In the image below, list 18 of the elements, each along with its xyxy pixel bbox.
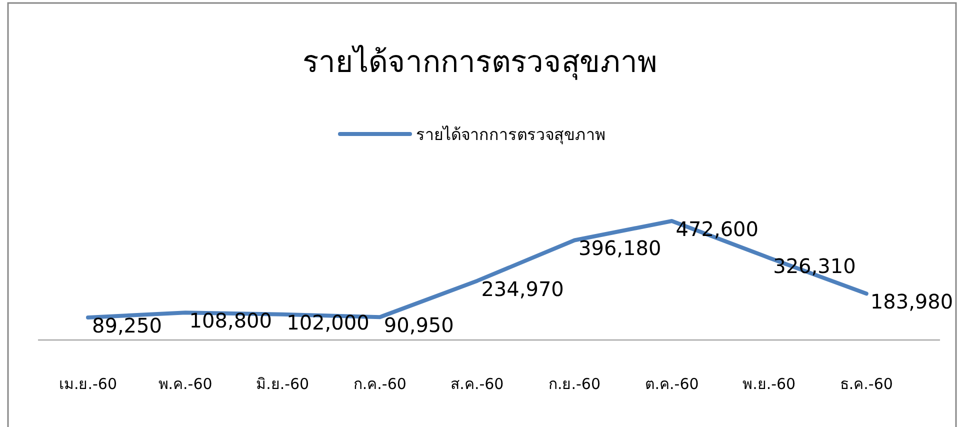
x-tick-label: เม.ย.-60: [58, 375, 118, 393]
x-tick-label: ก.ย.-60: [548, 375, 601, 393]
x-tick-label: ธ.ค.-60: [840, 375, 893, 393]
data-label: 102,000: [286, 310, 370, 334]
x-tick-label: มิ.ย.-60: [256, 375, 310, 393]
data-label: 183,980: [870, 290, 954, 314]
data-label: 396,180: [578, 236, 662, 260]
x-tick-label: ก.ค.-60: [353, 375, 406, 393]
x-tick-label: ต.ค.-60: [644, 375, 699, 393]
data-label: 89,250: [92, 314, 162, 338]
data-label: 108,800: [189, 308, 272, 333]
chart-title: รายได้จากการตรวจสุขภาพ: [302, 44, 658, 81]
x-tick-label: พ.ย.-60: [742, 375, 796, 393]
x-tick-label: ส.ค.-60: [450, 375, 504, 393]
data-label: 234,970: [481, 276, 564, 301]
x-tick-label: พ.ค.-60: [158, 375, 212, 393]
data-label: 90,950: [384, 313, 454, 338]
legend-label: รายได้จากการตรวจสุขภาพ: [416, 125, 606, 145]
